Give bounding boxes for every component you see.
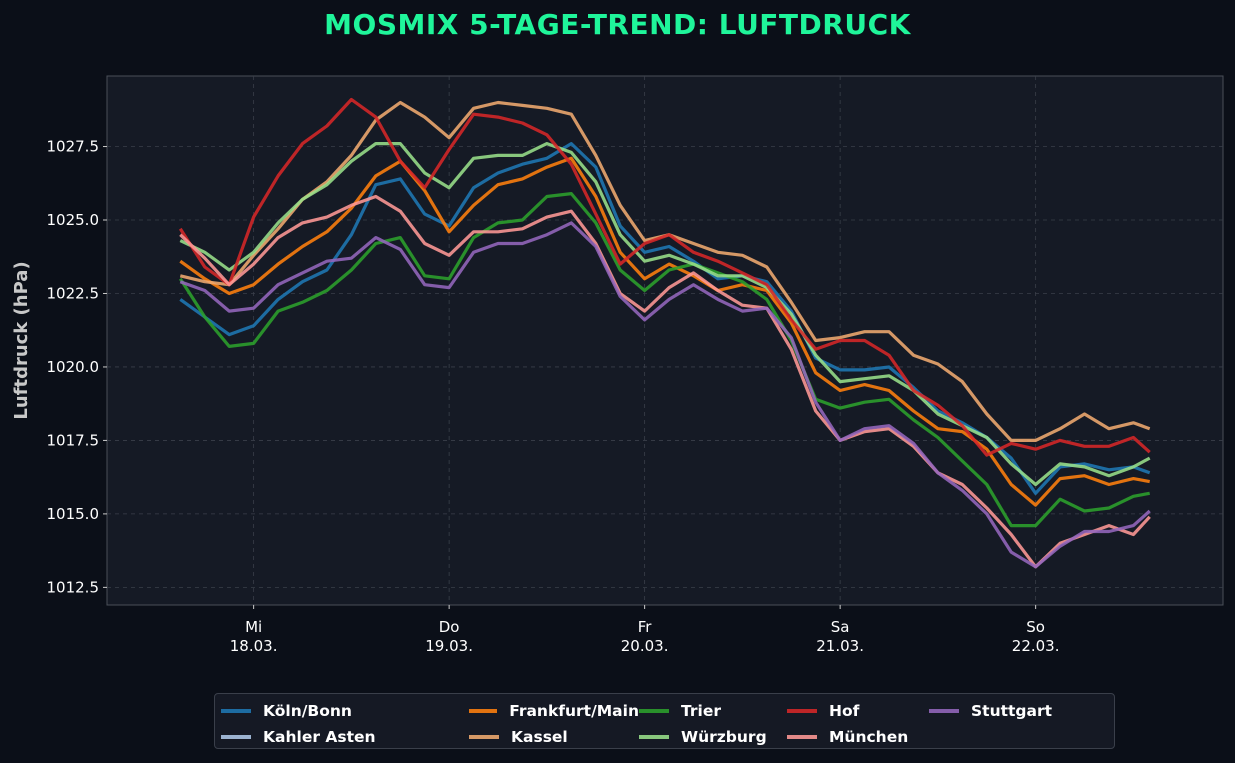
legend-item: Kahler Asten bbox=[221, 724, 469, 750]
x-tick-day: Sa bbox=[831, 618, 850, 636]
x-tick-date: 20.03. bbox=[621, 637, 669, 655]
legend-swatch bbox=[929, 709, 959, 713]
series-line-hof bbox=[178, 97, 1151, 457]
legend-label: München bbox=[829, 728, 909, 746]
legend-label: Hof bbox=[829, 702, 860, 720]
y-tick-label: 1022.5 bbox=[47, 284, 100, 302]
x-tick-date: 19.03. bbox=[425, 637, 473, 655]
legend: Köln/Bonn Frankfurt/Main Trier Hof Stuttgart… bbox=[214, 693, 1115, 749]
x-tick-date: 22.03. bbox=[1012, 637, 1060, 655]
series-line-münchen bbox=[179, 194, 1151, 569]
y-tick-label: 1017.5 bbox=[47, 431, 100, 449]
series-line-stuttgart bbox=[179, 221, 1151, 569]
y-tick-label: 1020.0 bbox=[47, 358, 100, 376]
series-line-trier bbox=[178, 192, 1150, 528]
series-line-würzburg bbox=[179, 142, 1151, 487]
chart-title: MOSMIX 5-TAGE-TREND: LUFTDRUCK bbox=[324, 8, 911, 41]
plot-area bbox=[106, 75, 1224, 606]
legend-item: Kassel bbox=[469, 724, 639, 750]
series-line-frankfurt-main bbox=[179, 156, 1150, 507]
x-tick-date: 21.03. bbox=[816, 637, 864, 655]
legend-item: Stuttgart bbox=[929, 698, 1079, 724]
legend-label: Kassel bbox=[511, 728, 568, 746]
legend-swatch bbox=[639, 709, 669, 713]
legend-label: Frankfurt/Main bbox=[509, 702, 639, 720]
y-tick-label: 1027.5 bbox=[47, 138, 100, 156]
x-tick-day: So bbox=[1026, 618, 1045, 636]
legend-swatch bbox=[787, 709, 817, 713]
legend-item: Frankfurt/Main bbox=[469, 698, 639, 724]
x-tick-date: 18.03. bbox=[230, 637, 278, 655]
legend-item: München bbox=[787, 724, 929, 750]
y-axis-label: Luftdruck (hPa) bbox=[11, 261, 32, 419]
legend-item: Würzburg bbox=[639, 724, 787, 750]
legend-label: Stuttgart bbox=[971, 702, 1053, 720]
legend-swatch bbox=[221, 735, 251, 739]
y-tick-label: 1025.0 bbox=[47, 211, 100, 229]
legend-swatch bbox=[469, 709, 498, 713]
legend-swatch bbox=[221, 709, 251, 713]
y-tick-label: 1012.5 bbox=[47, 578, 100, 596]
y-tick-label: 1015.0 bbox=[47, 505, 100, 523]
x-tick-day: Do bbox=[439, 618, 460, 636]
legend-swatch bbox=[469, 735, 499, 739]
legend-item: Hof bbox=[787, 698, 929, 724]
legend-label: Würzburg bbox=[681, 728, 767, 746]
legend-label: Köln/Bonn bbox=[263, 702, 352, 720]
legend-swatch bbox=[639, 735, 669, 739]
legend-label: Trier bbox=[681, 702, 721, 720]
x-tick-day: Fr bbox=[638, 618, 653, 636]
legend-item: Trier bbox=[639, 698, 787, 724]
legend-item: Köln/Bonn bbox=[221, 698, 469, 724]
legend-swatch bbox=[787, 735, 817, 739]
x-tick-day: Mi bbox=[245, 618, 262, 636]
legend-label: Kahler Asten bbox=[263, 728, 376, 746]
